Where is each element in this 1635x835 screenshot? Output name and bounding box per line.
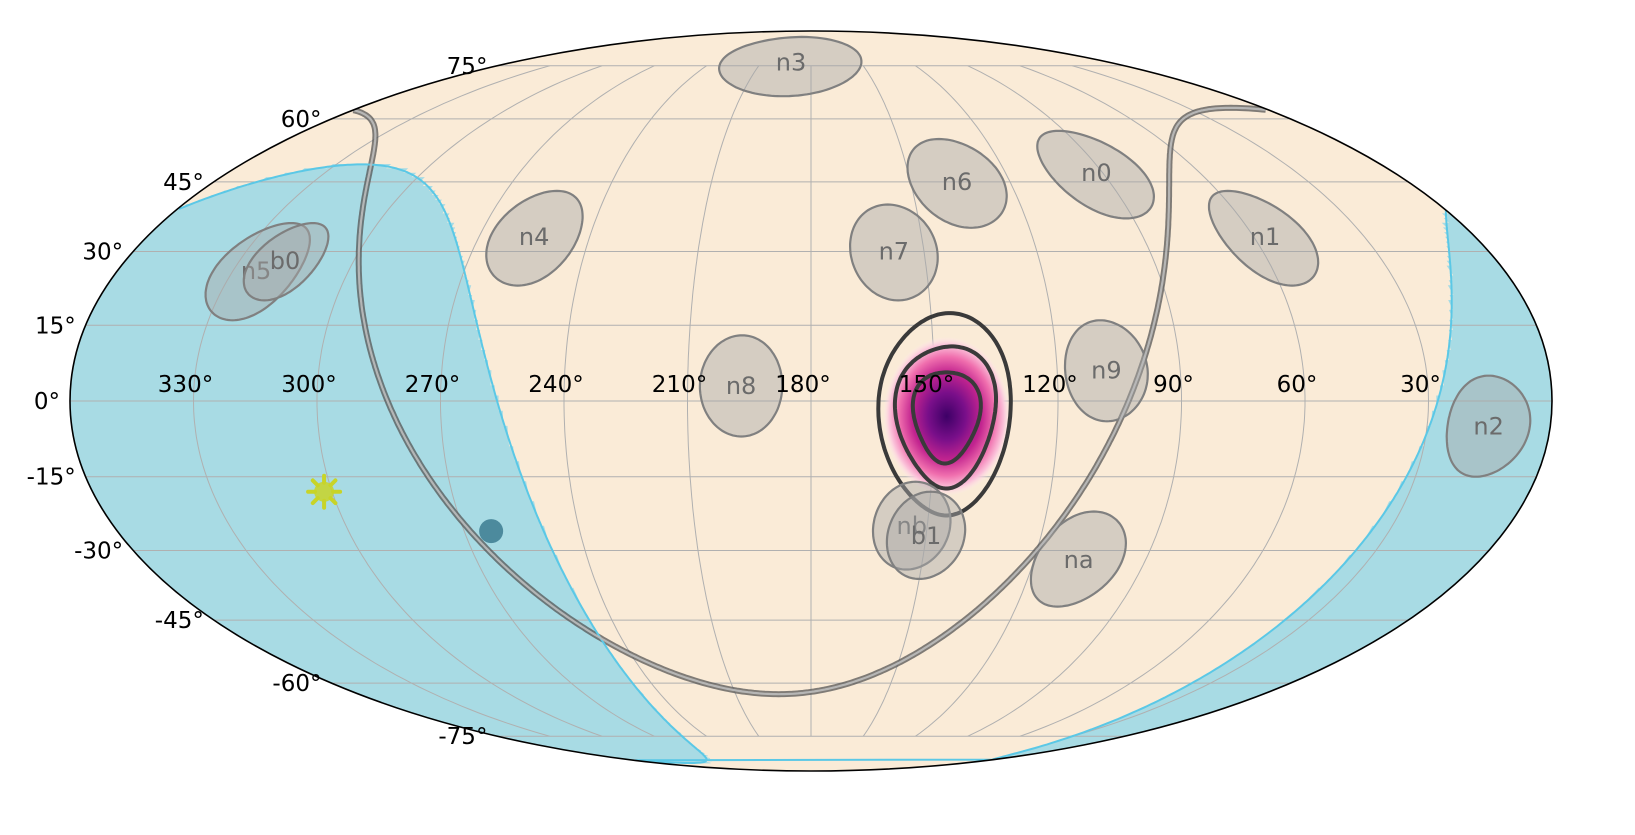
- lat-label--45: -45°: [155, 608, 204, 634]
- detector-footprint: [849, 203, 939, 302]
- detector-label: na: [1064, 546, 1094, 574]
- detector-n9: n9: [1063, 319, 1149, 423]
- lat-label--15: -15°: [27, 465, 76, 491]
- detector-n6: n6: [906, 137, 1008, 229]
- grid-meridian: [967, 65, 1182, 737]
- sun-icon: [306, 473, 343, 510]
- grid-meridian: [316, 65, 603, 737]
- lon-label-300: 300°: [281, 372, 336, 398]
- detector-n3: n3: [717, 35, 863, 98]
- detector-label: n4: [519, 223, 549, 251]
- latitude-labels: 75° 60° 45° 30° 15° 0° -15° -30° -45° -60° -75°: [27, 54, 488, 750]
- detector-footprint: [885, 490, 967, 580]
- detector-label: n2: [1473, 412, 1503, 440]
- detector-n2: n2: [1445, 374, 1532, 478]
- detector-label: n3: [776, 49, 806, 77]
- detector-label: n1: [1250, 223, 1280, 251]
- detector-footprint: [1036, 129, 1156, 220]
- lat-label-15: 15°: [35, 313, 76, 339]
- contour-1-sigma: [910, 370, 983, 466]
- detector-label: nb: [896, 512, 926, 540]
- localization-probability: [883, 336, 1011, 496]
- lat-label-45: 45°: [163, 170, 204, 196]
- galactic-plane-core: [353, 106, 1266, 696]
- lat-label-75: 75°: [447, 54, 488, 80]
- localization-contours: [876, 311, 1013, 518]
- lat-label-30: 30°: [82, 240, 123, 266]
- lat-label--60: -60°: [272, 671, 321, 697]
- contour-3-sigma: [876, 311, 1013, 518]
- detector-footprint: [906, 137, 1008, 229]
- lon-label-150: 150°: [899, 372, 954, 398]
- detector-b1: b1: [885, 490, 967, 580]
- detector-footprint: [1207, 189, 1320, 287]
- lon-label-210: 210°: [652, 372, 707, 398]
- detector-n4: n4: [485, 189, 584, 287]
- detector-label: b0: [270, 247, 301, 275]
- detector-footprint: [485, 189, 584, 287]
- detector-label: n6: [942, 168, 972, 196]
- grid-meridian: [563, 65, 707, 737]
- localization-heatmap: [883, 336, 1011, 496]
- grid-meridian: [1019, 65, 1306, 737]
- detector-n8: n8: [698, 334, 784, 438]
- detector-nb: nb: [871, 480, 952, 571]
- lat-label--75: -75°: [438, 724, 487, 750]
- earth-occultation-edge: [178, 163, 1453, 764]
- lon-label-180: 180°: [775, 372, 830, 398]
- lon-label-90: 90°: [1153, 372, 1194, 398]
- detector-label: n9: [1091, 357, 1121, 385]
- lon-label-240: 240°: [528, 372, 583, 398]
- contour-2-sigma: [892, 344, 998, 491]
- detector-na: na: [1029, 510, 1128, 608]
- lon-label-30: 30°: [1400, 372, 1441, 398]
- detector-footprint: [1029, 510, 1128, 608]
- detector-footprint: [242, 222, 330, 302]
- grid-meridian: [687, 65, 760, 737]
- detector-footprint: [204, 222, 312, 322]
- grid-meridian: [915, 65, 1059, 737]
- detector-b0: b0: [242, 222, 330, 302]
- detector-n1: n1: [1207, 189, 1320, 287]
- map-outline: [69, 30, 1553, 772]
- longitude-labels: 330° 300° 270° 240° 210° 180° 150° 120° 90° 60° 30…: [158, 372, 1441, 398]
- detector-label: n8: [726, 372, 756, 400]
- lat-label--30: -30°: [74, 538, 123, 564]
- detector-footprint: [1063, 319, 1149, 423]
- detector-footprint: [717, 35, 863, 98]
- detector-label: b1: [911, 522, 942, 550]
- grid-meridian: [1072, 65, 1430, 737]
- lon-label-60: 60°: [1277, 372, 1318, 398]
- grid-meridian: [440, 65, 655, 737]
- lon-label-330: 330°: [158, 372, 213, 398]
- detector-footprint: [698, 334, 784, 438]
- lon-label-270: 270°: [405, 372, 460, 398]
- detector-footprint: [1445, 374, 1532, 478]
- detector-footprint: [871, 480, 952, 571]
- grid-meridian: [192, 65, 550, 737]
- lat-label-60: 60°: [281, 107, 322, 133]
- lon-label-120: 120°: [1022, 372, 1077, 398]
- earth-center-marker: [479, 519, 504, 544]
- detector-label: n7: [879, 238, 909, 266]
- detector-n0: n0: [1036, 129, 1156, 220]
- lat-label-0: 0°: [34, 389, 60, 415]
- detector-n7: n7: [849, 203, 939, 302]
- detector-label: n0: [1081, 159, 1111, 187]
